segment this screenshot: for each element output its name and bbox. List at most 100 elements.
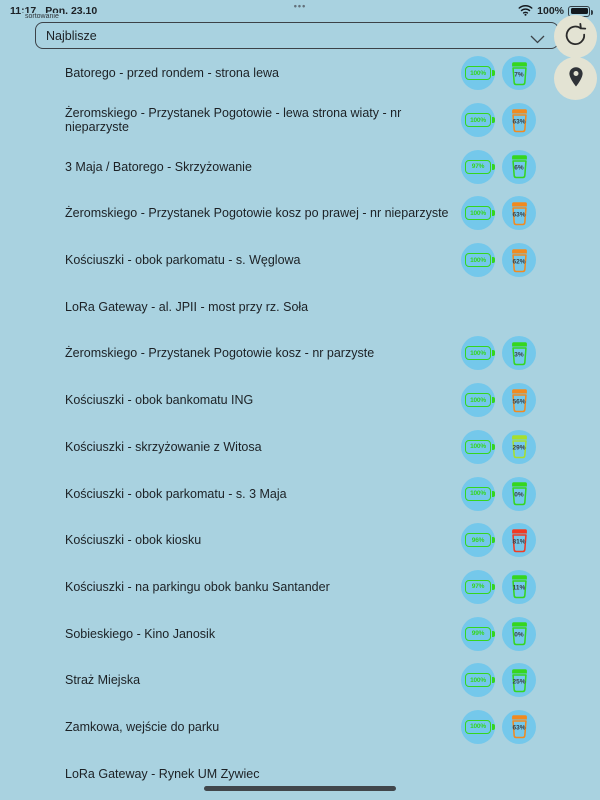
fill-percent: 0% [514, 491, 524, 499]
fill-percent: 62% [512, 258, 526, 266]
sensor-badges: 100% 7% [461, 56, 536, 91]
fill-percent: 3% [514, 351, 524, 359]
battery-percent: 97% [471, 163, 485, 171]
battery-badge: 99% [461, 616, 495, 651]
location-title: Kościuszki - obok bankomatu ING [65, 393, 254, 408]
battery-icon: 100% [465, 486, 495, 501]
bin-badge: 7% [502, 56, 536, 91]
battery-percent: 100% [470, 69, 486, 77]
sensor-badges: 100% 62% [461, 243, 536, 278]
battery-percent: 100% [470, 396, 486, 404]
location-title: Kościuszki - obok parkomatu - s. Węglowa [65, 253, 301, 268]
list-item[interactable]: LoRa Gateway - al. JPII - most przy rz. … [0, 283, 600, 330]
fill-percent: 81% [512, 538, 526, 546]
list-item[interactable]: Sobieskiego - Kino Janosik 99% 0% [0, 610, 600, 657]
trash-bin-icon: 63% [510, 108, 529, 133]
battery-badge: 100% [461, 476, 495, 511]
bin-badge: 25% [502, 663, 536, 698]
list-item[interactable]: Kościuszki - na parkingu obok banku Sant… [0, 564, 600, 611]
list-item[interactable]: Żeromskiego - Przystanek Pogotowie - lew… [0, 97, 600, 144]
bin-badge: 6% [502, 149, 536, 184]
list-item[interactable]: Straż Miejska 100% 25% [0, 657, 600, 704]
battery-percent: 100% [537, 5, 564, 17]
battery-badge: 100% [461, 383, 495, 418]
fill-percent: 63% [512, 211, 526, 219]
location-list: Batorego - przed rondem - strona lewa 10… [0, 50, 600, 797]
location-title: Żeromskiego - Przystanek Pogotowie kosz … [65, 206, 449, 221]
location-title: Żeromskiego - Przystanek Pogotowie - lew… [65, 106, 402, 135]
battery-icon: 97% [465, 159, 495, 174]
sensor-badges: 100% 63% [461, 196, 536, 231]
location-title: 3 Maja / Batorego - Skrzyżowanie [65, 159, 252, 174]
list-item[interactable]: Kościuszki - obok parkomatu - s. 3 Maja … [0, 470, 600, 517]
trash-bin-icon: 63% [510, 201, 529, 226]
location-title: Żeromskiego - Przystanek Pogotowie kosz … [65, 346, 375, 361]
battery-percent: 100% [470, 490, 486, 498]
fill-percent: 63% [512, 118, 526, 126]
bin-badge: 63% [502, 709, 536, 744]
bin-badge: 81% [502, 523, 536, 558]
sensor-badges: 100% 25% [461, 663, 536, 698]
list-item[interactable]: Zamkowa, wejście do parku 100% 63% [0, 704, 600, 751]
bin-badge: 3% [502, 336, 536, 371]
trash-bin-icon: 6% [510, 154, 529, 179]
fill-percent: 0% [514, 631, 524, 639]
trash-bin-icon: 81% [510, 528, 529, 553]
trash-bin-icon: 62% [510, 248, 529, 273]
battery-percent: 100% [470, 256, 486, 264]
sensor-badges: 100% 63% [461, 103, 536, 138]
trash-bin-icon: 29% [510, 434, 529, 459]
list-item[interactable]: Kościuszki - obok parkomatu - s. Węglowa… [0, 237, 600, 284]
battery-icon: 100% [465, 253, 495, 268]
trash-bin-icon: 7% [510, 61, 529, 86]
battery-icon: 100% [465, 439, 495, 454]
fill-percent: 56% [512, 398, 526, 406]
sort-dropdown[interactable]: sortowanie Najblisze [22, 13, 559, 49]
trash-bin-icon: 0% [510, 621, 529, 646]
sensor-badges: 97% 6% [461, 149, 536, 184]
sensor-badges: 100% 29% [461, 429, 536, 464]
sensor-badges: 99% 0% [461, 616, 536, 651]
battery-percent: 97% [471, 583, 485, 591]
list-item[interactable]: Kościuszki - obok bankomatu ING 100% 56% [0, 377, 600, 424]
battery-percent: 100% [470, 443, 486, 451]
location-title: Batorego - przed rondem - strona lewa [65, 66, 279, 81]
list-item[interactable]: 3 Maja / Batorego - Skrzyżowanie 97% 6% [0, 143, 600, 190]
battery-icon: 100% [465, 719, 495, 734]
battery-badge: 100% [461, 103, 495, 138]
battery-badge: 100% [461, 709, 495, 744]
home-indicator[interactable] [204, 786, 396, 791]
fill-percent: 25% [512, 678, 526, 686]
fill-percent: 29% [512, 444, 526, 452]
battery-badge: 100% [461, 336, 495, 371]
bin-badge: 63% [502, 103, 536, 138]
sort-selected-value: Najblisze [46, 28, 97, 43]
battery-badge: 97% [461, 149, 495, 184]
bin-badge: 56% [502, 383, 536, 418]
battery-icon: 99% [465, 626, 495, 641]
list-item[interactable]: Kościuszki - obok kiosku 96% 81% [0, 517, 600, 564]
list-item[interactable]: Żeromskiego - Przystanek Pogotowie kosz … [0, 330, 600, 377]
list-item[interactable]: Batorego - przed rondem - strona lewa 10… [0, 50, 600, 97]
list-item[interactable]: Kościuszki - skrzyżowanie z Witosa 100% … [0, 424, 600, 471]
status-bar: 11:17 Pon. 23.10 ••• 100% [0, 0, 600, 20]
sensor-badges: 96% 81% [461, 523, 536, 558]
trash-bin-icon: 11% [510, 574, 529, 599]
battery-badge: 96% [461, 523, 495, 558]
list-item[interactable]: Żeromskiego - Przystanek Pogotowie kosz … [0, 190, 600, 237]
list-item[interactable]: LoRa Gateway - Rynek UM Zywiec [0, 750, 600, 797]
battery-percent: 100% [470, 723, 486, 731]
bin-badge: 0% [502, 476, 536, 511]
locate-button[interactable] [554, 57, 597, 100]
trash-bin-icon: 3% [510, 341, 529, 366]
location-title: Kościuszki - obok kiosku [65, 533, 202, 548]
sort-field-label: sortowanie [22, 13, 62, 20]
battery-percent: 100% [470, 676, 486, 684]
bin-badge: 29% [502, 429, 536, 464]
fill-percent: 6% [514, 164, 524, 172]
battery-badge: 100% [461, 196, 495, 231]
battery-percent: 100% [470, 209, 486, 217]
trash-bin-icon: 25% [510, 668, 529, 693]
refresh-button[interactable] [554, 15, 597, 58]
wifi-icon [518, 4, 533, 19]
